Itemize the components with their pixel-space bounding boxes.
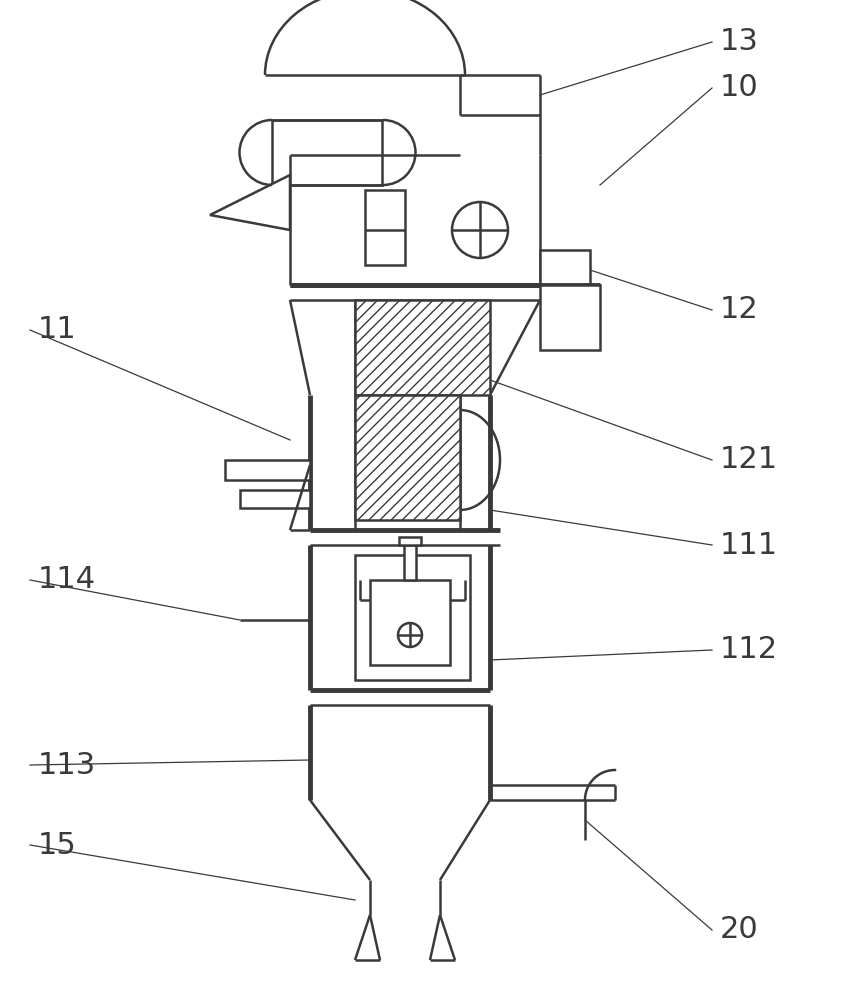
Bar (370, 580, 450, 665)
Bar (272, 120, 382, 185)
Text: 113: 113 (38, 750, 97, 780)
Bar (404, 545, 416, 580)
Bar (355, 555, 470, 680)
Bar (540, 250, 590, 285)
Bar (540, 285, 600, 350)
Bar (225, 460, 310, 480)
Text: 11: 11 (38, 316, 77, 344)
Text: 114: 114 (38, 566, 96, 594)
Bar (365, 190, 405, 265)
Text: 121: 121 (720, 446, 778, 475)
Bar (399, 537, 421, 545)
Text: 112: 112 (720, 636, 778, 664)
Polygon shape (355, 395, 460, 520)
Text: 13: 13 (720, 27, 759, 56)
Text: 20: 20 (720, 916, 758, 944)
Polygon shape (355, 300, 490, 395)
Text: 15: 15 (38, 830, 77, 859)
Text: 10: 10 (720, 74, 758, 103)
Text: 12: 12 (720, 296, 758, 324)
Bar (240, 490, 310, 508)
Text: 111: 111 (720, 530, 778, 560)
Polygon shape (210, 175, 290, 230)
